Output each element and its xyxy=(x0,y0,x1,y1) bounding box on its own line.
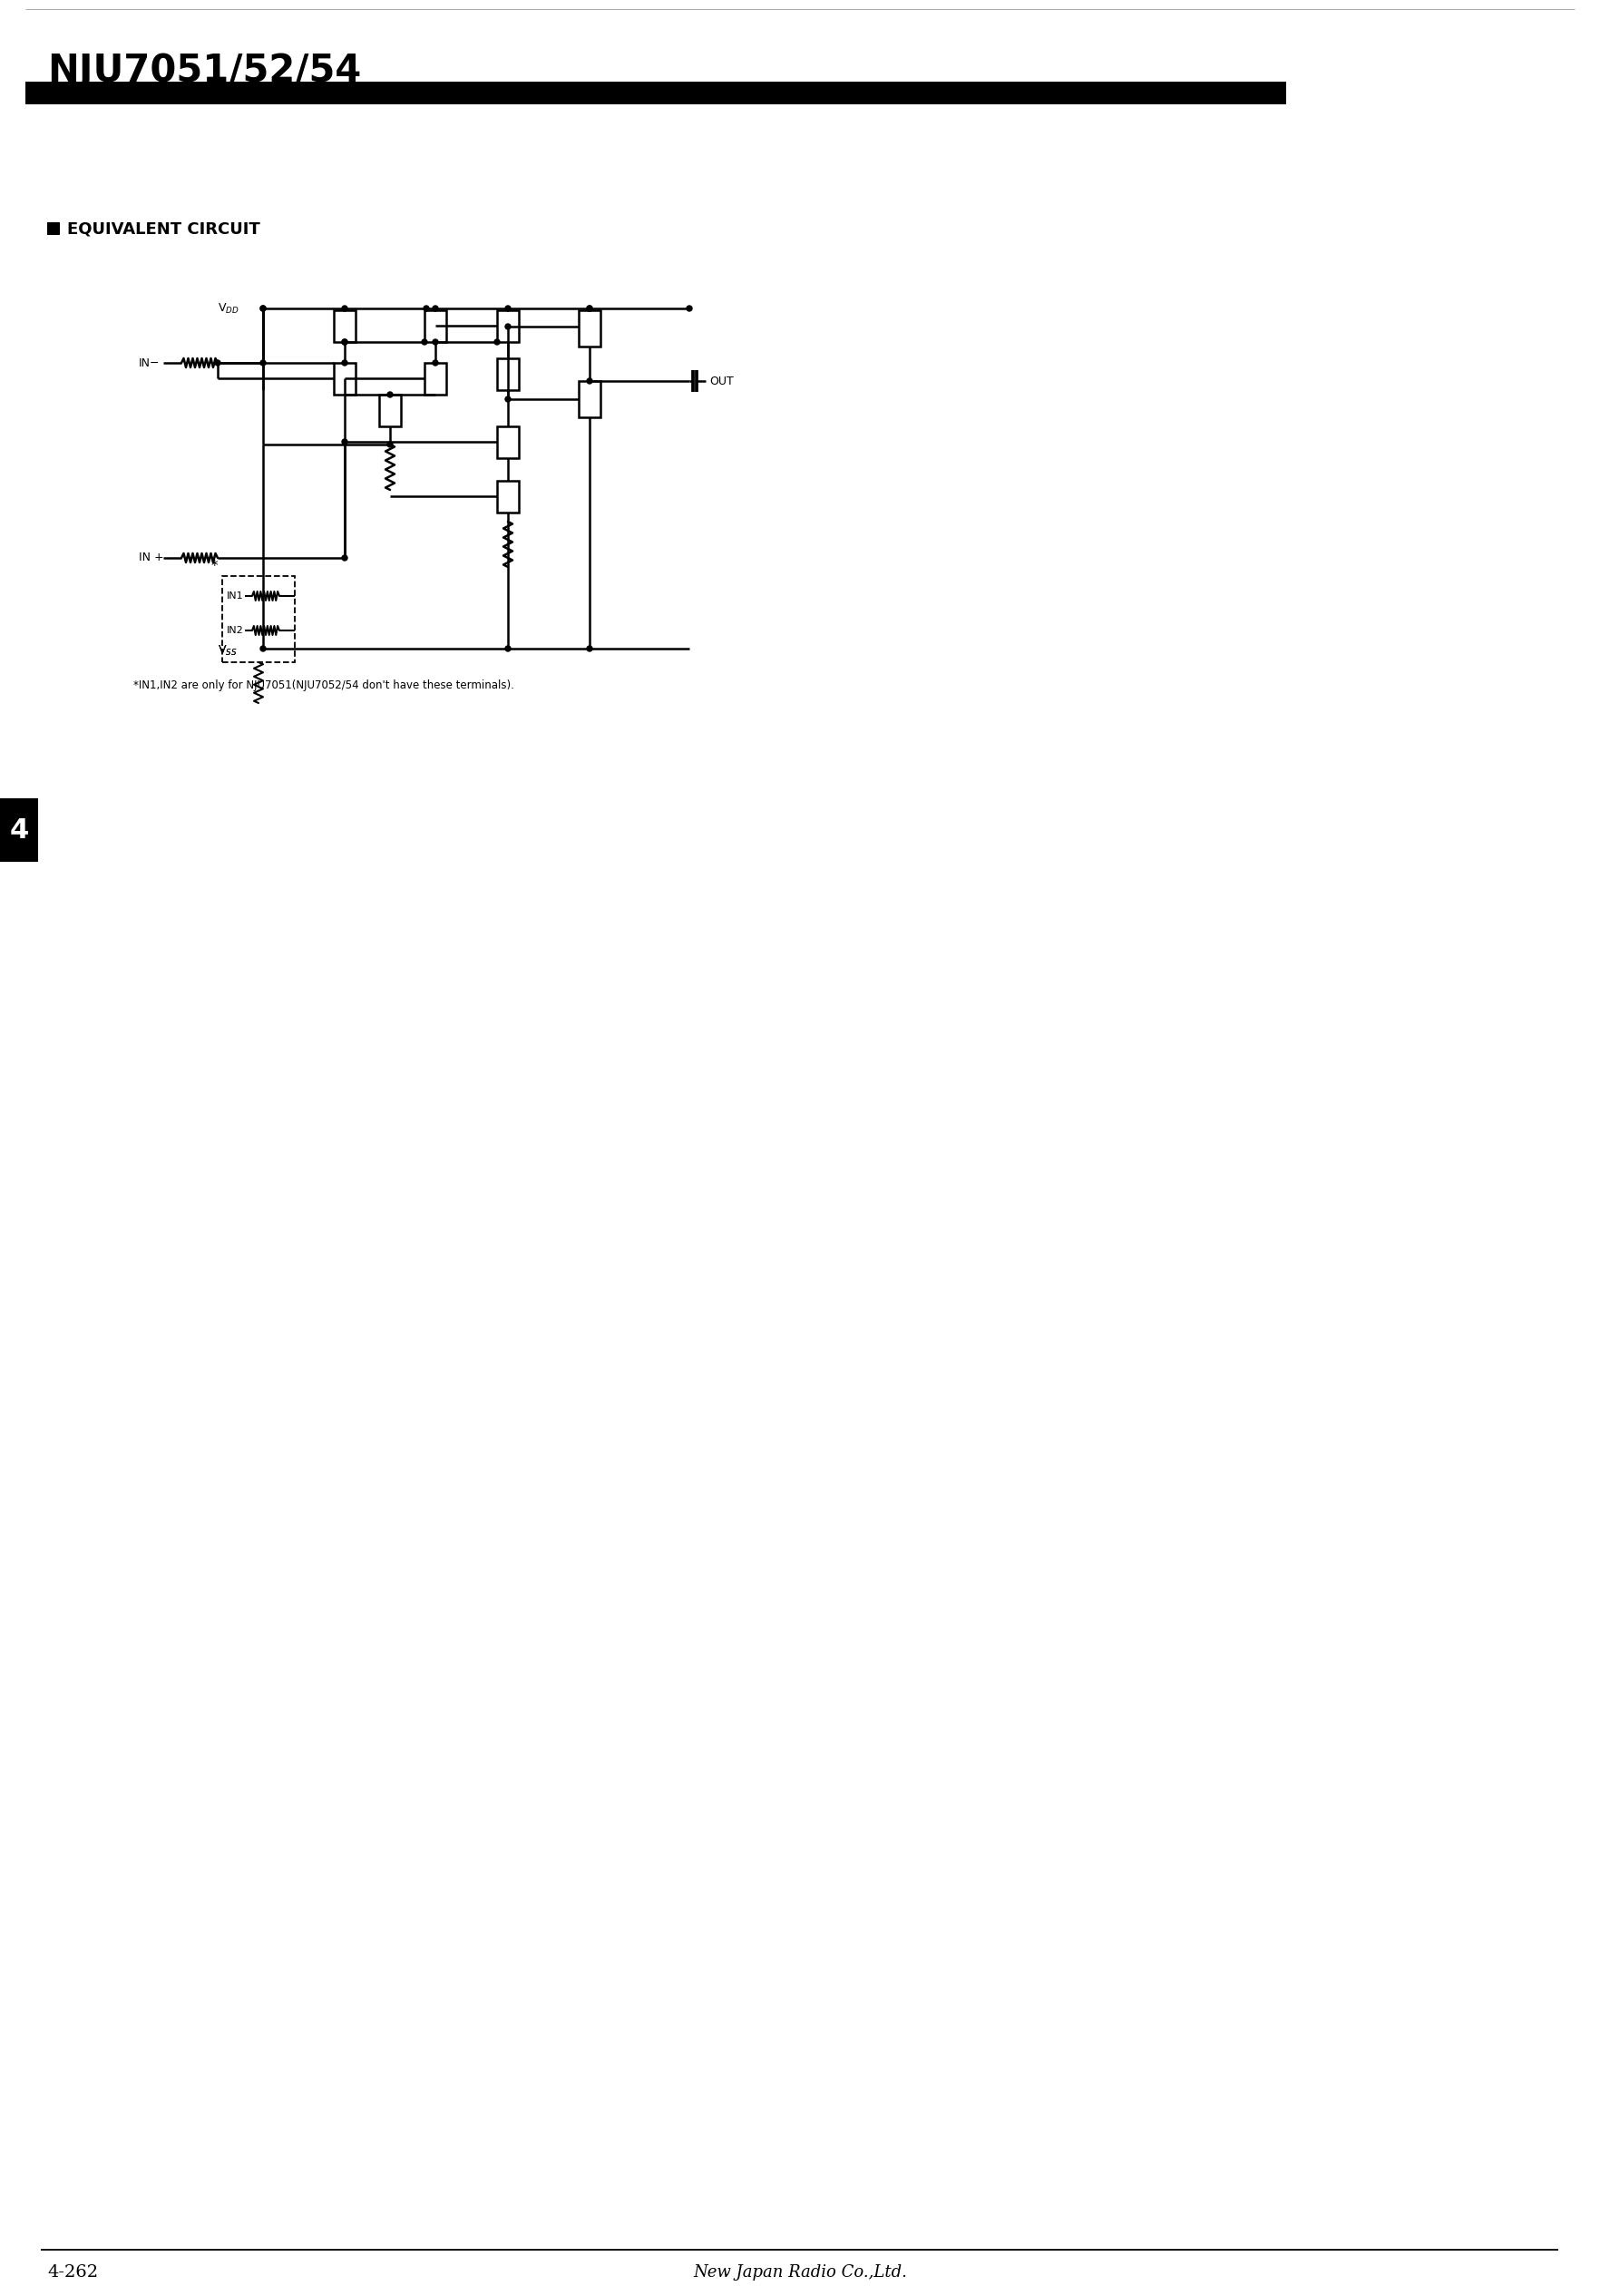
Circle shape xyxy=(587,645,592,652)
Bar xyxy=(498,480,518,512)
Circle shape xyxy=(261,305,266,312)
Bar xyxy=(222,576,294,661)
Circle shape xyxy=(587,379,592,383)
Text: *: * xyxy=(211,560,218,574)
Text: V$_{SS}$: V$_{SS}$ xyxy=(218,643,237,657)
Circle shape xyxy=(506,397,510,402)
Circle shape xyxy=(342,340,347,344)
Text: IN−: IN− xyxy=(139,356,160,370)
Circle shape xyxy=(587,305,592,312)
Circle shape xyxy=(506,645,510,652)
Bar xyxy=(26,83,1286,103)
Text: OUT: OUT xyxy=(709,374,733,388)
Text: 4-262: 4-262 xyxy=(46,2264,98,2280)
Circle shape xyxy=(432,340,438,344)
Bar xyxy=(334,363,355,395)
Circle shape xyxy=(214,360,221,365)
Circle shape xyxy=(342,556,347,560)
Text: EQUIVALENT CIRCUIT: EQUIVALENT CIRCUIT xyxy=(67,220,261,236)
Bar xyxy=(424,363,446,395)
Circle shape xyxy=(424,305,429,312)
Bar xyxy=(0,799,38,861)
Bar xyxy=(46,223,59,234)
Circle shape xyxy=(342,305,347,312)
Text: IN +: IN + xyxy=(139,551,163,565)
Text: V$_{DD}$: V$_{DD}$ xyxy=(218,301,240,315)
Bar xyxy=(498,427,518,459)
Text: IN1: IN1 xyxy=(227,592,243,602)
Circle shape xyxy=(686,305,693,312)
Circle shape xyxy=(432,360,438,365)
Bar xyxy=(424,310,446,342)
Circle shape xyxy=(261,645,266,652)
Circle shape xyxy=(506,305,510,312)
Circle shape xyxy=(261,305,266,312)
Circle shape xyxy=(387,393,392,397)
Bar xyxy=(334,310,355,342)
Circle shape xyxy=(422,340,427,344)
Text: *IN1,IN2 are only for NJU7051(NJU7052/54 don't have these terminals).: *IN1,IN2 are only for NJU7051(NJU7052/54… xyxy=(133,680,514,691)
Circle shape xyxy=(494,340,499,344)
Text: V$_{SS}$: V$_{SS}$ xyxy=(218,643,237,657)
Circle shape xyxy=(506,324,510,328)
Bar xyxy=(579,310,600,347)
Text: NJU7051/52/54: NJU7051/52/54 xyxy=(46,53,362,90)
Circle shape xyxy=(432,305,438,312)
Text: New Japan Radio Co.,Ltd.: New Japan Radio Co.,Ltd. xyxy=(693,2264,907,2280)
Circle shape xyxy=(261,360,266,365)
Circle shape xyxy=(342,360,347,365)
Text: 4: 4 xyxy=(10,817,29,843)
Bar xyxy=(579,381,600,418)
Circle shape xyxy=(387,441,392,448)
Text: IN2: IN2 xyxy=(227,627,243,636)
Circle shape xyxy=(342,340,347,344)
Circle shape xyxy=(587,305,592,312)
Bar xyxy=(379,395,402,427)
Bar xyxy=(498,358,518,390)
Circle shape xyxy=(342,439,347,445)
Bar xyxy=(498,310,518,342)
